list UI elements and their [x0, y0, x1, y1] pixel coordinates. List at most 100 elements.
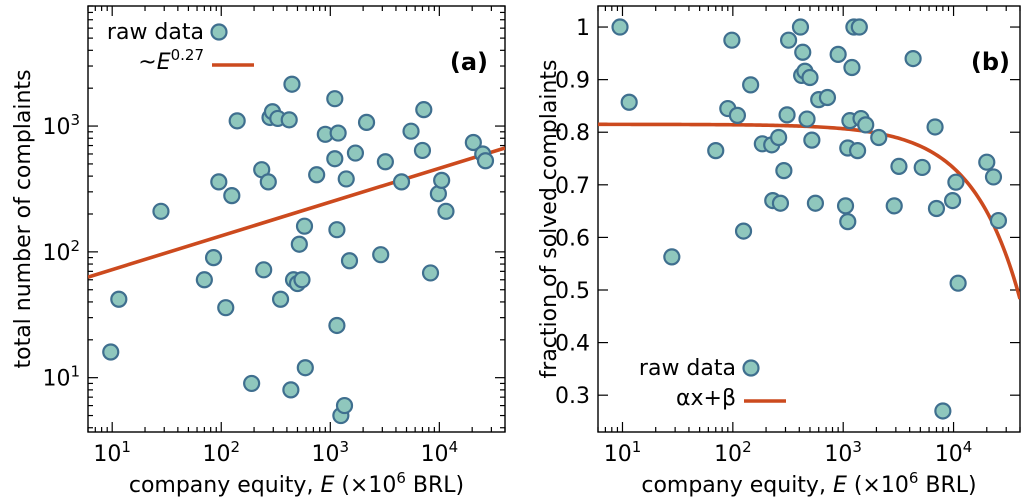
scatter-points [611, 18, 1008, 420]
data-point [295, 217, 314, 235]
data-point [926, 118, 944, 136]
x-tick-label: 102 [202, 438, 240, 467]
data-point [798, 110, 816, 128]
data-point [775, 162, 793, 180]
data-point [476, 152, 495, 170]
data-point [335, 396, 354, 415]
x-tick-label: 104 [421, 438, 459, 467]
data-point [328, 221, 346, 239]
data-point [437, 202, 455, 220]
data-point [949, 274, 967, 292]
panel-label: (b) [971, 48, 1010, 76]
fit-line [598, 122, 1020, 300]
data-point [794, 43, 812, 61]
legend-label: ~E0.27 [138, 46, 204, 75]
legend-label: raw data [107, 20, 204, 45]
y-tick-label: 0.7 [555, 174, 590, 199]
fit-line [88, 146, 505, 279]
data-point [280, 111, 298, 129]
y-tick-label: 102 [42, 237, 80, 266]
data-point [255, 261, 273, 279]
data-point [271, 290, 290, 308]
data-point [829, 45, 847, 63]
y-axis-label: fraction of solved complaints [537, 60, 562, 379]
x-tick-label: 104 [935, 438, 973, 467]
data-point [913, 158, 931, 177]
data-point [243, 374, 261, 393]
data-point [947, 173, 965, 191]
data-point [611, 18, 629, 36]
data-point [771, 194, 790, 212]
data-point [326, 150, 344, 168]
x-tick-label: 103 [312, 438, 350, 467]
data-point [464, 133, 482, 152]
data-point [770, 128, 788, 147]
data-point [791, 18, 810, 36]
data-point [217, 299, 235, 317]
plot-frame [87, 5, 506, 433]
data-point [989, 211, 1008, 230]
x-tick-label: 101 [604, 438, 642, 467]
data-point [978, 153, 996, 171]
data-point [415, 101, 433, 119]
x-tick-label: 102 [714, 438, 752, 467]
x-axis-label: company equity, E (×106 BRL) [641, 469, 976, 498]
data-point [734, 222, 753, 240]
chart-panel-a: 101 102 103 104 101 102 103 raw data~E0.27 (a) co… [11, 5, 506, 498]
data-point [283, 75, 301, 93]
data-point [885, 197, 903, 215]
y-tick-label: 103 [42, 111, 80, 140]
data-point [850, 18, 868, 36]
data-point [620, 93, 638, 111]
data-point [779, 31, 798, 49]
data-point [803, 131, 821, 149]
data-point [984, 168, 1003, 186]
data-point [152, 202, 170, 220]
data-point [259, 173, 277, 191]
data-point [857, 116, 875, 134]
data-point [904, 49, 922, 68]
data-point [927, 199, 946, 218]
legend-marker [742, 359, 760, 377]
data-point [340, 252, 359, 270]
data-point [308, 166, 326, 184]
data-point [818, 88, 837, 107]
data-point [296, 359, 314, 377]
data-point [223, 187, 241, 205]
data-point [293, 271, 311, 289]
y-tick-label: 0.9 [555, 69, 590, 94]
data-point [663, 248, 681, 266]
data-point [346, 144, 365, 162]
plot-frame [597, 5, 1021, 433]
data-point [723, 31, 741, 49]
data-point [204, 249, 223, 267]
data-point [778, 106, 796, 124]
data-point [372, 246, 390, 264]
y-tick-label: 0.6 [555, 226, 590, 251]
data-point [836, 197, 855, 215]
data-point [839, 213, 857, 231]
data-point [707, 142, 725, 160]
y-tick-label: 1 [576, 16, 590, 41]
scatter-points [102, 75, 495, 425]
y-tick-label: 101 [42, 363, 80, 392]
y-tick-label: 0.8 [555, 121, 590, 146]
x-axis-label: company equity, E (×106 BRL) [129, 469, 464, 498]
x-tick-label: 103 [824, 438, 862, 467]
data-point [890, 157, 908, 176]
y-tick-label: 0.3 [555, 384, 590, 409]
y-tick-label: 0.5 [555, 279, 590, 304]
legend-marker [210, 23, 228, 41]
data-point [801, 68, 819, 87]
data-point [742, 76, 760, 94]
data-point [210, 173, 228, 191]
data-point [728, 106, 747, 124]
data-point [329, 124, 347, 142]
data-point [290, 235, 308, 253]
data-point [337, 170, 355, 188]
legend-label: raw data [639, 356, 736, 381]
data-point [870, 128, 888, 147]
data-point [421, 264, 440, 282]
data-point [433, 171, 451, 189]
